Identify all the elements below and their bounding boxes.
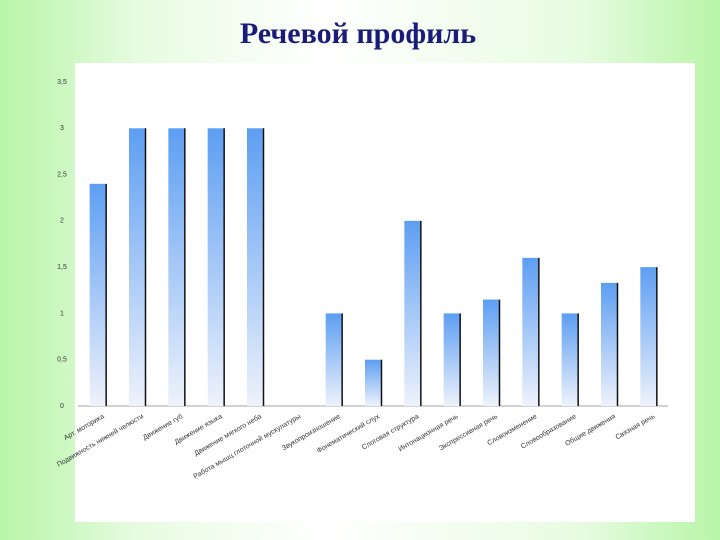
y-tick-label: 3 bbox=[60, 125, 64, 132]
chart-title: Речевой профиль bbox=[240, 17, 476, 50]
bar bbox=[325, 313, 342, 406]
bar bbox=[443, 313, 460, 406]
y-tick-label: 2,5 bbox=[57, 171, 67, 178]
y-tick-label: 1 bbox=[60, 310, 64, 317]
bar bbox=[168, 128, 185, 407]
y-tick-label: 0 bbox=[60, 403, 64, 410]
y-tick-label: 0,5 bbox=[57, 357, 67, 364]
bar bbox=[365, 359, 381, 406]
bar bbox=[247, 128, 263, 407]
bar bbox=[89, 183, 106, 406]
bar bbox=[561, 313, 578, 406]
bar bbox=[404, 220, 421, 406]
bar bbox=[207, 128, 224, 407]
bar bbox=[129, 128, 145, 407]
bar bbox=[483, 299, 499, 406]
bar bbox=[522, 257, 539, 406]
y-tick-label: 1,5 bbox=[57, 264, 67, 271]
bar bbox=[601, 282, 617, 406]
y-tick-label: 2 bbox=[60, 218, 64, 225]
bar bbox=[640, 267, 657, 406]
y-tick-label: 3,5 bbox=[57, 79, 67, 86]
